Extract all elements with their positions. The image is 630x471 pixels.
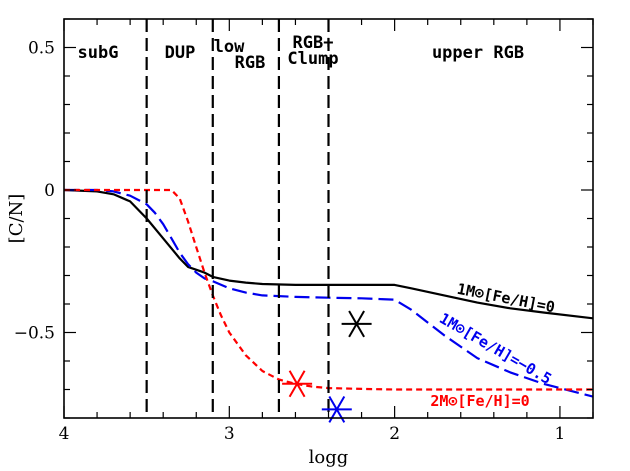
region-label-dup: DUP [165,43,196,63]
region-boundaries-layer [145,19,330,418]
asterisk-marker-2 [341,310,372,338]
region-label-low-rgb: RGB [235,53,266,73]
x-tick-label: 4 [59,424,70,444]
x-tick-label: 3 [224,424,235,444]
series-label-0: 1M⊙[Fe/H]=0 [455,280,556,317]
series-label-1: 1M⊙[Fe/H]=−0.5 [436,309,554,388]
curves-layer [64,188,593,398]
y-tick-label: 0.5 [28,39,55,59]
series-line-0 [64,188,593,320]
region-label-upper-rgb: upper RGB [432,43,524,63]
series-line-1 [64,188,593,398]
asterisk-stroke [348,310,365,338]
y-tick-label: −0.5 [14,324,55,344]
region-label-rgb-clump: Clump [287,49,338,69]
x-tick-label: 1 [555,424,566,444]
region-label-subg: subG [78,43,119,63]
region-label-rgb-clump: RGB+ [293,33,334,53]
asterisk-marker-0 [282,370,313,398]
markers-layer [282,310,372,423]
x-axis-label: logg [309,447,349,468]
y-tick-label: 0 [44,181,55,201]
ticks-layer [63,18,594,419]
y-axis-label: [C/N] [6,194,27,244]
x-tick-label: 2 [389,424,400,444]
series-label-2: 2M⊙[Fe/H]=0 [430,392,529,410]
region-label-low-rgb: low [214,37,245,57]
series-line-2 [64,188,593,391]
asterisk-stroke [288,370,306,398]
